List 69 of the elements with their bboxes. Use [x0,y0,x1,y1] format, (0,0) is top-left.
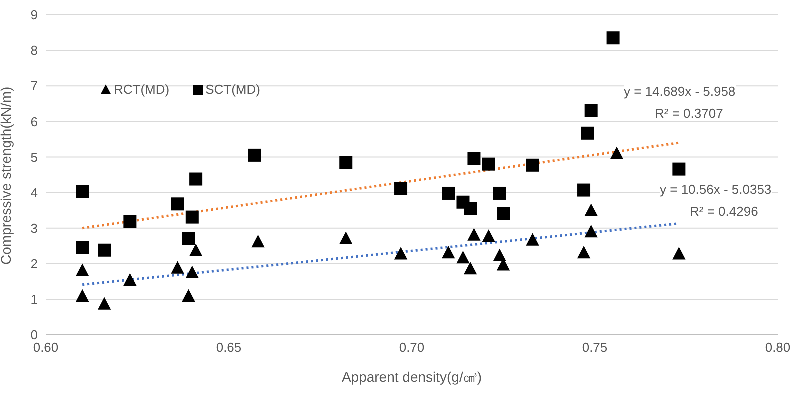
point [248,148,262,162]
point [340,156,353,170]
point [526,158,540,172]
point [442,186,456,200]
point [442,246,456,259]
point [76,241,90,254]
point [584,225,598,238]
annotation: y = 10.56x - 5.0353 [660,182,772,197]
point [171,261,184,274]
point [468,228,481,241]
annotation: R² = 0.3707 [655,106,724,121]
point [252,235,265,248]
point [464,202,478,216]
point [606,32,620,45]
point [186,266,199,279]
y-tick-label: 5 [30,150,38,165]
y-tick-label: 4 [30,185,38,200]
point [482,158,496,171]
point [394,247,408,260]
point [577,246,591,259]
point [394,182,408,196]
point [76,185,90,198]
point [76,264,90,276]
point [672,247,686,260]
x-tick-label: 0.75 [582,340,608,356]
point [124,273,137,286]
x-tick-label: 0.60 [33,340,59,356]
y-tick-label: 7 [30,78,38,94]
point [581,126,594,140]
y-axis-title: Compressive strength(kN/m) [0,86,14,265]
point [171,198,184,211]
point [456,251,470,264]
legend-label: SCT(MD) [206,82,260,97]
x-tick-label: 0.70 [399,340,425,356]
y-tick-label: 3 [30,220,38,236]
point [493,186,506,200]
y-tick-label: 6 [30,114,38,130]
point [468,152,481,166]
point [340,232,353,244]
y-tick-label: 9 [30,8,38,23]
point [493,248,506,262]
legend-label: RCT(MD) [114,82,170,97]
point [186,210,199,224]
point [182,232,196,246]
x-tick-label: 0.80 [765,340,791,356]
point [124,215,137,228]
point [190,172,203,186]
point [672,162,686,176]
annotation: y = 14.689x - 5.958 [624,84,736,99]
y-tick-label: 1 [30,292,38,308]
y-tick-label: 0 [30,328,38,343]
point [584,204,598,216]
point [189,244,203,256]
point [464,262,478,275]
point [98,297,112,310]
point [584,104,598,118]
point [182,289,196,302]
y-tick-label: 2 [30,256,38,272]
x-axis-title: Apparent density(g/㎤) [342,369,482,385]
annotation: R² = 0.4296 [690,204,758,219]
point [482,230,496,242]
point [76,289,90,302]
x-tick-label: 0.65 [216,340,242,356]
y-tick-label: 8 [30,43,38,58]
point [526,233,540,246]
point [98,244,112,257]
point [578,184,591,197]
point [610,146,624,160]
point [497,207,510,220]
